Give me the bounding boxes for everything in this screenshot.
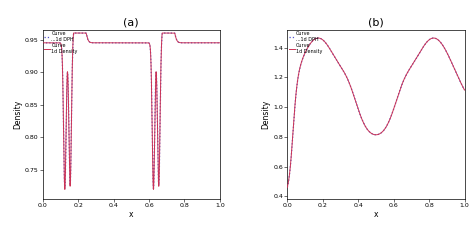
Curve
1d Density bbox=[315, 37, 321, 39]
Legend: Curve
...1d DPH, Curve
1d Density: Curve ...1d DPH, Curve 1d Density bbox=[44, 31, 78, 54]
Curve
1d Density bbox=[217, 41, 223, 44]
Curve
1d Density bbox=[60, 85, 66, 87]
Line: Curve
...1d DPH: Curve ...1d DPH bbox=[43, 33, 220, 188]
Curve
...1d DPH bbox=[116, 41, 121, 44]
Title: (b): (b) bbox=[368, 18, 384, 28]
Curve
1d Density bbox=[352, 99, 358, 101]
Curve
...1d DPH bbox=[60, 83, 66, 86]
Curve
...1d DPH bbox=[360, 120, 366, 123]
X-axis label: x: x bbox=[129, 210, 134, 219]
Curve
1d Density bbox=[195, 41, 201, 44]
Curve
1d Density bbox=[40, 41, 46, 44]
Curve
...1d DPH bbox=[151, 187, 156, 190]
Curve
...1d DPH bbox=[71, 32, 77, 34]
Curve
...1d DPH bbox=[40, 41, 46, 44]
Curve
1d Density bbox=[305, 47, 310, 49]
Curve
...1d DPH bbox=[315, 37, 321, 39]
Curve
1d Density bbox=[439, 43, 445, 46]
Curve
...1d DPH bbox=[439, 43, 445, 46]
Line: Curve
1d Density: Curve 1d Density bbox=[287, 38, 465, 187]
Curve
1d Density bbox=[458, 82, 464, 85]
Curve
...1d DPH bbox=[195, 41, 201, 44]
Curve
1d Density bbox=[108, 41, 114, 44]
Curve
...1d DPH bbox=[71, 34, 76, 37]
Y-axis label: Density: Density bbox=[262, 100, 271, 129]
Curve
...1d DPH bbox=[458, 82, 464, 85]
Y-axis label: Density: Density bbox=[13, 100, 22, 129]
Curve
...1d DPH bbox=[217, 41, 223, 44]
Curve
...1d DPH bbox=[462, 89, 467, 91]
Curve
1d Density bbox=[462, 89, 467, 91]
Curve
...1d DPH bbox=[214, 41, 219, 44]
Line: Curve
...1d DPH: Curve ...1d DPH bbox=[287, 38, 465, 187]
Curve
...1d DPH bbox=[431, 37, 437, 39]
Legend: Curve
...1d DPH, Curve
1d Density: Curve ...1d DPH, Curve 1d Density bbox=[288, 31, 323, 54]
Curve
1d Density bbox=[360, 120, 366, 123]
X-axis label: x: x bbox=[374, 210, 378, 219]
Curve
...1d DPH bbox=[352, 99, 358, 101]
Curve
...1d DPH bbox=[108, 41, 114, 44]
Curve
1d Density bbox=[431, 37, 437, 39]
Curve
1d Density bbox=[116, 41, 121, 44]
Curve
1d Density bbox=[284, 186, 290, 189]
Curve
...1d DPH bbox=[284, 186, 290, 188]
Curve
...1d DPH bbox=[305, 47, 310, 49]
Title: (a): (a) bbox=[123, 18, 139, 28]
Curve
1d Density bbox=[71, 32, 76, 34]
Curve
1d Density bbox=[214, 41, 219, 44]
Curve
1d Density bbox=[71, 33, 76, 35]
Curve
1d Density bbox=[62, 188, 68, 191]
Line: Curve
1d Density: Curve 1d Density bbox=[43, 33, 220, 189]
